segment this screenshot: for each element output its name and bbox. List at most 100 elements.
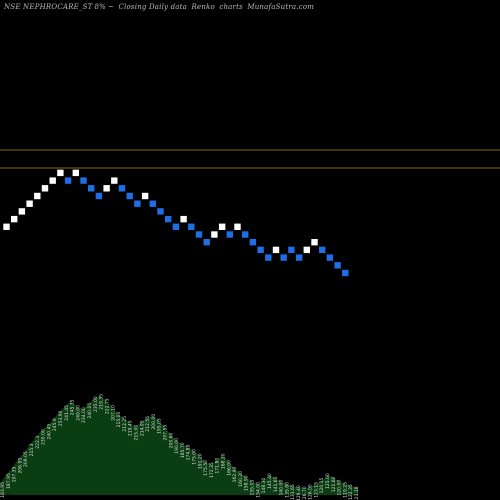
volume-label: 241.45 <box>64 405 70 421</box>
volume-label: 122.35 <box>348 484 354 500</box>
renko-brick-down <box>264 253 273 262</box>
volume-label: 131.65 <box>290 484 296 500</box>
volume-label: 160.20 <box>238 471 244 487</box>
symbol-label: NSE NEPHROCARE_ST <box>4 3 93 11</box>
volume-label: 240.05 <box>87 403 93 419</box>
volume-label: 126.00 <box>308 484 314 500</box>
volume-label: 175.50 <box>203 460 209 476</box>
renko-brick-up <box>25 199 34 208</box>
charts-word-label: charts <box>219 3 243 11</box>
volume-label: 200.60 <box>168 432 174 448</box>
renko-brick-down <box>133 199 142 208</box>
volume-label: 222.3 <box>35 436 41 449</box>
volume-label: 234.00 <box>81 407 87 423</box>
volume-label: 119.25 <box>342 482 348 498</box>
renko-brick-up <box>41 184 49 193</box>
volume-label: 212.55 <box>145 416 151 432</box>
volume-label: 235.00 <box>93 396 99 412</box>
volume-label: 166.00 <box>226 460 232 476</box>
renko-brick-up <box>72 169 80 177</box>
renko-brick-up <box>48 176 57 185</box>
renko-brick-down <box>87 184 95 193</box>
change-label: 8% <box>94 3 106 11</box>
renko-brick-down <box>125 192 134 200</box>
renko-brick-down <box>149 199 157 208</box>
volume-label: 121.18 <box>354 486 360 500</box>
renko-brick-up <box>310 238 319 246</box>
description-label: Closing Daily data <box>118 3 188 11</box>
volume-label: 215.00 <box>116 411 122 427</box>
volume-label: 172.35 <box>209 462 215 478</box>
renko-brick-down <box>195 230 203 239</box>
renko-brick-down <box>256 246 265 254</box>
renko-brick-up <box>33 192 42 200</box>
renko-brick-up <box>2 223 11 231</box>
volume-label: 190.00 <box>174 438 180 454</box>
volume-label: 148.30 <box>261 477 267 493</box>
renko-brick-down <box>295 253 303 262</box>
volume-label: 215.00 <box>134 425 140 441</box>
volume-label: 191.20 <box>197 453 203 469</box>
volume-label: 162.90 <box>232 466 238 482</box>
renko-brick-up <box>10 215 18 223</box>
renko-brick-up <box>210 230 219 239</box>
renko-brick-down <box>164 215 172 223</box>
renko-brick-up <box>110 176 119 185</box>
renko-brick-down <box>156 207 165 216</box>
volume-label: 222.75 <box>105 398 111 414</box>
renko-brick-down <box>118 184 126 193</box>
volume-label: 240.45 <box>46 424 52 440</box>
volume-label: 207.10 <box>110 405 116 421</box>
volume-label: 154.00 <box>255 482 261 498</box>
volume-label: 171.80 <box>215 458 221 474</box>
renko-brick-up <box>302 246 311 254</box>
volume-label: 215.3 <box>29 443 35 456</box>
volume-label: 219.35 <box>99 394 105 410</box>
volume-label: 121.60 <box>331 476 337 492</box>
separator-label: ~ <box>108 3 115 11</box>
volume-label: 141.65 <box>273 476 279 492</box>
volume-label: 123.15 <box>313 482 319 498</box>
renko-brick-up <box>102 184 111 193</box>
volume-label: 187.95 <box>6 473 12 489</box>
volume-label: 183.95 <box>0 482 6 498</box>
renko-brick-down <box>326 253 334 262</box>
renko-brick-up <box>18 207 26 216</box>
renko-brick-up <box>272 246 280 254</box>
volume-label: 197.35 <box>12 466 18 482</box>
volume-label: 212.25 <box>122 416 128 432</box>
volume-label: 129.40 <box>296 485 302 500</box>
volume-label: 185.70 <box>180 442 186 458</box>
volume-label: 249.00 <box>75 405 81 421</box>
renko-brick-up <box>56 169 65 177</box>
renko-brick-down <box>287 246 296 254</box>
volume-label: 168.20 <box>221 453 227 469</box>
renko-brick-down <box>79 176 88 185</box>
volume-label: 120.15 <box>319 477 325 493</box>
volume-label: 206.95 <box>17 458 23 474</box>
volume-label: 219.45 <box>128 420 134 436</box>
volume-label: 175.00 <box>192 449 198 465</box>
volume-label: 245.35 <box>70 399 76 415</box>
volume-label: 253.90 <box>58 410 64 426</box>
renko-brick-down <box>318 246 327 254</box>
renko-brick-down <box>172 223 180 231</box>
volume-label: 230.00 <box>41 429 47 445</box>
volume-label: 209.05 <box>23 451 29 467</box>
renko-brick-down <box>341 269 350 277</box>
volume-label: 207.55 <box>163 425 169 441</box>
renko-brick-down <box>187 223 196 231</box>
renko-brick-down <box>249 238 257 246</box>
volume-label: 158.90 <box>244 475 250 491</box>
volume-label: 120.00 <box>337 480 343 496</box>
renko-brick-down <box>95 192 103 200</box>
renko-brick-down <box>333 261 342 270</box>
renko-brick-down <box>226 230 234 239</box>
volume-label: 126.70 <box>302 486 308 500</box>
renko-brick-up <box>218 223 226 231</box>
volume-label: 245.9 <box>52 418 58 431</box>
renko-brick-up <box>179 215 188 223</box>
chart-type-label: Renko <box>191 3 215 11</box>
